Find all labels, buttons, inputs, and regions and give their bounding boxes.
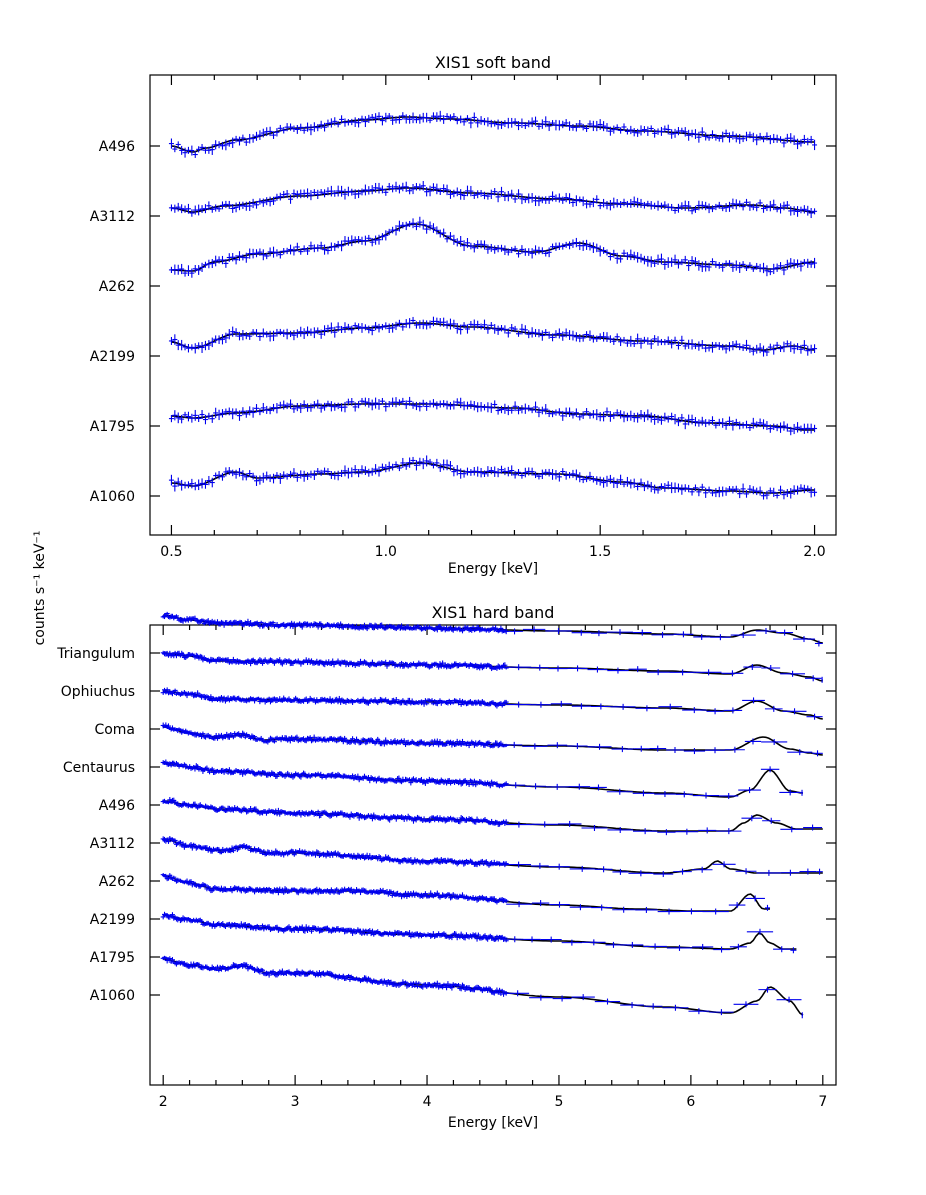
hard-band-title: XIS1 hard band [432, 603, 555, 622]
soft-x-tick-label: 2.0 [803, 544, 825, 560]
hard-x-tick-label: 4 [423, 1094, 432, 1110]
soft-band-frame [150, 75, 836, 535]
series-label: A2199 [90, 349, 135, 365]
series-label: A1060 [90, 489, 135, 505]
hard-band-series: TriangulumOphiuchusComaCentaurusA496A311… [56, 612, 836, 1018]
series-label: Centaurus [63, 760, 135, 776]
hard-x-tick-label: 3 [291, 1094, 300, 1110]
hard-x-tick-label: 2 [159, 1094, 168, 1110]
model-curve [171, 117, 814, 152]
hard-series-a496: A496 [99, 759, 836, 814]
soft-series-a496: A496 [99, 111, 836, 158]
series-label: A3112 [90, 209, 135, 225]
shared-y-axis-label: counts s⁻¹ keV⁻¹ [32, 531, 48, 646]
series-label: Ophiuchus [61, 684, 135, 700]
series-label: A262 [99, 279, 135, 295]
hard-band-panel: XIS1 hard band 2 3 4 5 6 7 Triangulum Ophiuchu… [56, 603, 836, 1131]
soft-x-tick-label: 1.5 [589, 544, 611, 560]
soft-series-a1060: A1060 [90, 455, 836, 505]
soft-band-x-axis: 0.5 1.0 1.5 2.0 [160, 75, 825, 560]
soft-series-a2199: A2199 [90, 317, 836, 365]
hard-band-frame [150, 625, 836, 1085]
hard-x-tick-label: 6 [686, 1094, 695, 1110]
soft-series-a262: A262 [99, 217, 836, 295]
soft-series-a1795: A1795 [90, 397, 836, 435]
soft-series-a3112: A3112 [90, 181, 836, 225]
soft-x-tick-label: 1.0 [375, 544, 397, 560]
series-label: A496 [99, 798, 135, 814]
soft-band-title: XIS1 soft band [435, 53, 551, 72]
soft-band-panel: XIS1 soft band 0.5 1.0 1.5 2.0 A496 A3112 A26… [90, 53, 836, 577]
model-curve [163, 763, 803, 797]
series-label: Triangulum [56, 646, 135, 662]
series-label: A1795 [90, 419, 135, 435]
series-label: Coma [94, 722, 135, 738]
soft-x-tick-label: 0.5 [160, 544, 182, 560]
hard-series-coma: Coma [94, 687, 836, 738]
soft-band-series: A496 A3112 A262 A2199 A1795 A1060 [90, 111, 836, 505]
hard-x-tick-label: 7 [818, 1094, 827, 1110]
soft-band-xlabel: Energy [keV] [448, 561, 538, 577]
hard-x-tick-label: 5 [555, 1094, 564, 1110]
series-label: A496 [99, 139, 135, 155]
